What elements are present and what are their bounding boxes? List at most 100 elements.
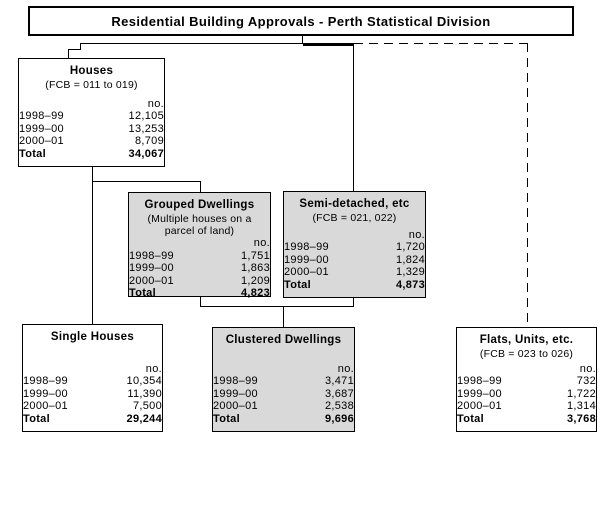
year-value: 3,471: [324, 375, 354, 387]
single-houses-box: Single Houses no. 1998–99 10,354 1999–00 11…: [22, 324, 163, 432]
box-title: Houses: [69, 65, 114, 77]
year-label: 1999–00: [19, 122, 64, 135]
year-row: 1998–99 3,471: [213, 375, 354, 388]
year-label: 2000–01: [457, 400, 502, 412]
year-label: 1998–99: [19, 110, 64, 122]
box-subtitle: (FCB = 023 to 026): [479, 348, 574, 360]
year-value: 7,500: [132, 400, 162, 412]
year-label: 1998–99: [284, 241, 329, 253]
total-label: Total: [23, 412, 50, 425]
total-value: 9,696: [324, 412, 354, 425]
box-subtitle: (Multiple houses on a parcel of land): [147, 213, 252, 237]
year-value: 1,863: [240, 262, 270, 274]
total-row: Total 3,768: [457, 413, 596, 426]
unit-row: no.: [457, 363, 596, 376]
approvals-table: no. 1998–99 1,720 1999–00 1,824 2000–01 1,329…: [284, 229, 425, 292]
connector-branch-thick: [303, 43, 354, 46]
flats-units-box: Flats, Units, etc. (FCB = 023 to 026) no…: [456, 327, 597, 432]
box-title: Grouped Dwellings: [144, 199, 255, 211]
year-row: 1999–00 13,253: [19, 123, 164, 136]
unit-label: no.: [408, 228, 425, 241]
chart-title: Residential Building Approvals - Perth S…: [111, 13, 491, 29]
year-row: 1998–99 1,720: [284, 241, 425, 254]
unit-label: no.: [147, 97, 164, 110]
year-row: 2000–01 1,314: [457, 400, 596, 413]
year-label: 1999–00: [457, 387, 502, 400]
year-row: 1998–99 732: [457, 375, 596, 388]
year-label: 1999–00: [129, 262, 174, 274]
connector-clustered-drop: [283, 306, 284, 327]
year-label: 1998–99: [457, 375, 502, 387]
total-label: Total: [457, 412, 484, 425]
year-row: 2000–01 2,538: [213, 400, 354, 413]
box-title: Flats, Units, etc.: [479, 334, 574, 346]
approvals-table: no. 1998–99 10,354 1999–00 11,390 2000–01 7,5…: [23, 363, 162, 426]
box-title: Semi-detached, etc: [299, 198, 410, 210]
year-label: 2000–01: [129, 274, 174, 287]
grouped-dwellings-box: Grouped Dwellings (Multiple houses on a …: [128, 192, 271, 300]
year-label: 1998–99: [23, 375, 68, 387]
unit-row: no.: [213, 363, 354, 376]
connector-houses-to-single: [92, 167, 93, 324]
connector-flats-dashed-v: [527, 43, 528, 327]
total-value: 4,873: [395, 278, 425, 291]
year-label: 2000–01: [284, 266, 329, 278]
total-value: 4,823: [240, 287, 270, 299]
year-value: 8,709: [134, 135, 164, 147]
year-row: 2000–01 1,209: [129, 275, 270, 288]
total-row: Total 4,873: [284, 279, 425, 292]
box-title: Single Houses: [50, 331, 135, 343]
year-row: 1998–99 1,751: [129, 250, 270, 263]
connector-step-left: [68, 49, 81, 50]
total-value: 34,067: [128, 147, 164, 160]
approvals-table: no. 1998–99 732 1999–00 1,722 2000–01 1,314 T…: [457, 363, 596, 426]
unit-label: no.: [253, 237, 270, 249]
year-label: 2000–01: [23, 400, 68, 412]
total-row: Total 29,244: [23, 413, 162, 426]
houses-box: Houses (FCB = 011 to 019) no. 1998–99 12,…: [18, 58, 165, 167]
total-row: Total 34,067: [19, 148, 164, 161]
box-title: Clustered Dwellings: [225, 334, 342, 346]
total-value: 3,768: [566, 412, 596, 425]
unit-label: no.: [337, 362, 354, 375]
year-value: 1,314: [566, 400, 596, 412]
year-value: 2,538: [324, 400, 354, 412]
total-label: Total: [129, 287, 156, 299]
year-row: 2000–01 8,709: [19, 135, 164, 148]
year-row: 1999–00 11,390: [23, 388, 162, 401]
year-row: 2000–01 7,500: [23, 400, 162, 413]
year-value: 1,720: [395, 241, 425, 253]
year-value: 1,751: [240, 249, 270, 262]
box-subtitle: (FCB = 021, 022): [312, 212, 397, 224]
clustered-dwellings-box: Clustered Dwellings no. 1998–99 3,471 1999…: [212, 327, 355, 432]
year-row: 1998–99 10,354: [23, 375, 162, 388]
total-row: Total 9,696: [213, 413, 354, 426]
year-row: 1999–00 1,824: [284, 254, 425, 267]
unit-label: no.: [145, 362, 162, 375]
approvals-table: no. 1998–99 12,105 1999–00 13,253 2000–01 8,7…: [19, 98, 164, 161]
year-row: 1999–00 3,687: [213, 388, 354, 401]
year-label: 1999–00: [23, 387, 68, 400]
year-row: 2000–01 1,329: [284, 266, 425, 279]
year-label: 1999–00: [284, 253, 329, 266]
total-value: 29,244: [126, 412, 162, 425]
unit-row: no.: [19, 98, 164, 111]
year-label: 1999–00: [213, 387, 258, 400]
year-row: 1999–00 1,722: [457, 388, 596, 401]
box-subtitle: (FCB = 011 to 019): [45, 79, 138, 91]
total-label: Total: [19, 147, 46, 160]
year-row: 1998–99 12,105: [19, 110, 164, 123]
connector-grouped-drop: [200, 181, 201, 192]
total-label: Total: [284, 278, 311, 291]
year-value: 10,354: [126, 375, 162, 387]
connector-semi-down: [353, 298, 354, 306]
unit-label: no.: [579, 362, 596, 375]
year-value: 3,687: [324, 387, 354, 400]
connector-merge: [200, 306, 354, 307]
approvals-table: no. 1998–99 1,751 1999–00 1,863 2000–01 1,209…: [129, 237, 270, 300]
unit-row: no.: [23, 363, 162, 376]
year-value: 1,329: [395, 266, 425, 278]
connector-branch: [80, 43, 354, 44]
unit-row: no.: [284, 229, 425, 242]
connector-flats-dashed-h: [354, 43, 527, 44]
